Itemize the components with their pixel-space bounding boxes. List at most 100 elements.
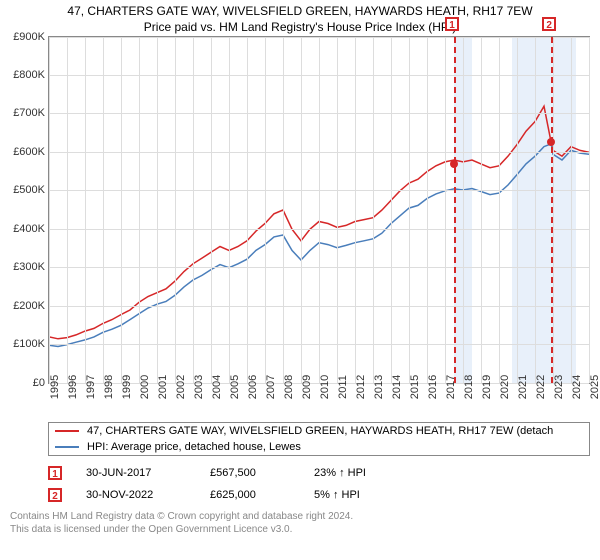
chart-vgrid xyxy=(175,37,176,383)
chart-ytick-label: £500K xyxy=(13,184,49,196)
chart-xtick-label: 2019 xyxy=(481,374,493,398)
sale-price: £625,000 xyxy=(210,489,290,501)
chart-vgrid xyxy=(319,37,320,383)
legend-swatch xyxy=(55,446,79,448)
chart-xtick-label: 1997 xyxy=(85,374,97,398)
chart-plot-area: £0£100K£200K£300K£400K£500K£600K£700K£80… xyxy=(48,36,590,384)
chart-ytick-label: £600K xyxy=(13,146,49,158)
chart-xtick-label: 2005 xyxy=(229,374,241,398)
footer-attribution: Contains HM Land Registry data © Crown c… xyxy=(10,510,590,536)
chart-vgrid xyxy=(427,37,428,383)
chart-xtick-label: 1996 xyxy=(67,374,79,398)
sale-pct-vs-hpi: 23% ↑ HPI xyxy=(314,467,394,479)
chart-xtick-label: 2020 xyxy=(499,374,511,398)
chart-vgrid xyxy=(589,37,590,383)
chart-vgrid xyxy=(139,37,140,383)
chart-marker-box: 1 xyxy=(445,17,459,31)
legend-label: HPI: Average price, detached house, Lewe… xyxy=(87,441,301,453)
chart-xtick-label: 2002 xyxy=(175,374,187,398)
chart-xtick-label: 2000 xyxy=(139,374,151,398)
chart-xtick-label: 2001 xyxy=(157,374,169,398)
sale-price: £567,500 xyxy=(210,467,290,479)
chart-xtick-label: 2009 xyxy=(301,374,313,398)
chart-title: 47, CHARTERS GATE WAY, WIVELSFIELD GREEN… xyxy=(0,0,600,20)
chart-marker-line xyxy=(454,37,456,383)
chart-xtick-label: 1999 xyxy=(121,374,133,398)
chart-vgrid xyxy=(301,37,302,383)
chart-vgrid xyxy=(283,37,284,383)
sale-row: 1 30-JUN-2017 £567,500 23% ↑ HPI xyxy=(48,462,590,484)
chart-vgrid xyxy=(355,37,356,383)
chart-subtitle: Price paid vs. HM Land Registry's House … xyxy=(0,20,600,36)
chart-marker-dot xyxy=(450,160,458,168)
chart-vgrid xyxy=(67,37,68,383)
chart-ytick-label: £400K xyxy=(13,223,49,235)
chart-xtick-label: 2024 xyxy=(571,374,583,398)
chart-vgrid xyxy=(265,37,266,383)
sale-date: 30-JUN-2017 xyxy=(86,467,186,479)
sale-date: 30-NOV-2022 xyxy=(86,489,186,501)
chart-vgrid xyxy=(85,37,86,383)
chart-marker-line xyxy=(551,37,553,383)
sale-index-box: 2 xyxy=(48,488,62,502)
chart-xtick-label: 2016 xyxy=(427,374,439,398)
chart-ytick-label: £100K xyxy=(13,338,49,350)
footer-line: This data is licensed under the Open Gov… xyxy=(10,523,590,536)
chart-vgrid xyxy=(373,37,374,383)
chart-vgrid xyxy=(535,37,536,383)
chart-xtick-label: 2008 xyxy=(283,374,295,398)
chart-xtick-label: 2004 xyxy=(211,374,223,398)
chart-vgrid xyxy=(211,37,212,383)
sale-row: 2 30-NOV-2022 £625,000 5% ↑ HPI xyxy=(48,484,590,506)
chart-xtick-label: 2023 xyxy=(553,374,565,398)
chart-vgrid xyxy=(121,37,122,383)
chart-vgrid xyxy=(157,37,158,383)
chart-vgrid xyxy=(445,37,446,383)
chart-vgrid xyxy=(337,37,338,383)
legend-box: 47, CHARTERS GATE WAY, WIVELSFIELD GREEN… xyxy=(48,422,590,456)
chart-vgrid xyxy=(229,37,230,383)
chart-vgrid xyxy=(49,37,50,383)
chart-marker-box: 2 xyxy=(542,17,556,31)
chart-ytick-label: £900K xyxy=(13,31,49,43)
chart-marker-dot xyxy=(547,138,555,146)
legend-label: 47, CHARTERS GATE WAY, WIVELSFIELD GREEN… xyxy=(87,425,553,437)
chart-xtick-label: 2018 xyxy=(463,374,475,398)
chart-vgrid xyxy=(481,37,482,383)
legend-row: 47, CHARTERS GATE WAY, WIVELSFIELD GREEN… xyxy=(49,423,589,439)
chart-xtick-label: 2021 xyxy=(517,374,529,398)
chart-xtick-label: 1995 xyxy=(49,374,61,398)
chart-xtick-label: 2013 xyxy=(373,374,385,398)
chart-ytick-label: £0 xyxy=(33,377,49,389)
chart-xtick-label: 2010 xyxy=(319,374,331,398)
chart-vgrid xyxy=(103,37,104,383)
chart-ytick-label: £200K xyxy=(13,300,49,312)
legend-row: HPI: Average price, detached house, Lewe… xyxy=(49,439,589,455)
chart-vgrid xyxy=(409,37,410,383)
chart-xtick-label: 1998 xyxy=(103,374,115,398)
chart-xtick-label: 2015 xyxy=(409,374,421,398)
chart-vgrid xyxy=(247,37,248,383)
chart-xtick-label: 2003 xyxy=(193,374,205,398)
chart-vgrid xyxy=(517,37,518,383)
chart-vgrid xyxy=(571,37,572,383)
chart-xtick-label: 2022 xyxy=(535,374,547,398)
chart-xtick-label: 2025 xyxy=(589,374,600,398)
chart-xtick-label: 2012 xyxy=(355,374,367,398)
chart-vgrid xyxy=(499,37,500,383)
chart-ytick-label: £800K xyxy=(13,69,49,81)
chart-xtick-label: 2014 xyxy=(391,374,403,398)
sale-pct-vs-hpi: 5% ↑ HPI xyxy=(314,489,394,501)
chart-vgrid xyxy=(193,37,194,383)
legend-swatch xyxy=(55,430,79,432)
chart-xtick-label: 2007 xyxy=(265,374,277,398)
chart-vgrid xyxy=(391,37,392,383)
sale-rows: 1 30-JUN-2017 £567,500 23% ↑ HPI 2 30-NOV-202… xyxy=(48,462,590,506)
footer-line: Contains HM Land Registry data © Crown c… xyxy=(10,510,590,523)
chart-xtick-label: 2006 xyxy=(247,374,259,398)
chart-vgrid xyxy=(463,37,464,383)
sale-index-box: 1 xyxy=(48,466,62,480)
chart-ytick-label: £300K xyxy=(13,261,49,273)
chart-xtick-label: 2011 xyxy=(337,375,349,399)
chart-ytick-label: £700K xyxy=(13,107,49,119)
